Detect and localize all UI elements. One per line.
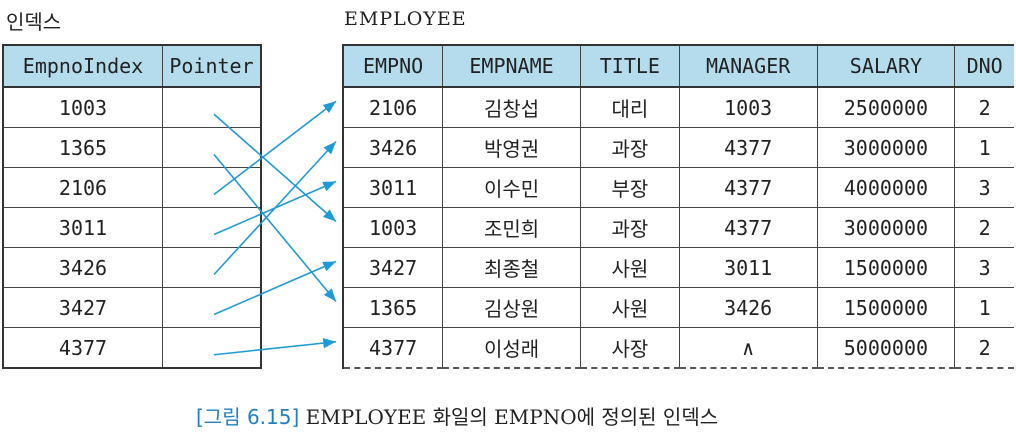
- emp-cell-title: 과장: [579, 207, 680, 248]
- emp-cell-empno: 1365: [342, 287, 444, 328]
- emp-row: 2106 김창섭 대리 1003 2500000 2: [342, 87, 1014, 128]
- emp-cell-dno: 1: [954, 287, 1014, 328]
- index-key: 3426: [2, 247, 163, 288]
- pointer-arrow: [213, 140, 337, 276]
- index-pointer-cell: [162, 327, 262, 369]
- emp-cell-salary: 3000000: [816, 127, 956, 168]
- pointer-arrow: [213, 153, 337, 303]
- emp-row: 1365 김상원 사원 3426 1500000 1: [342, 287, 1014, 328]
- emp-cell-salary: 2500000: [816, 87, 956, 128]
- emp-cell-title: 부장: [579, 167, 680, 208]
- emp-row: 3426 박영권 과장 4377 3000000 1: [342, 127, 1014, 168]
- employee-table: EMPNO EMPNAME TITLE MANAGER SALARY DNO 2…: [342, 44, 1014, 369]
- index-header-empnoindex: EmpnoIndex: [2, 44, 163, 88]
- emp-cell-empno: 3427: [342, 247, 444, 288]
- emp-cell-manager: 4377: [678, 127, 818, 168]
- emp-cell-title: 대리: [579, 87, 680, 128]
- emp-header-salary: SALARY: [816, 44, 956, 88]
- emp-cell-empname: 김창섭: [442, 87, 581, 128]
- figure-caption: [그림 6.15] EMPLOYEE 화일의 EMPNO에 정의된 인덱스: [196, 401, 718, 430]
- emp-header-empname: EMPNAME: [442, 44, 581, 88]
- index-pointer-cell: [162, 247, 262, 288]
- emp-header-empno: EMPNO: [342, 44, 444, 88]
- emp-cell-empno: 3011: [342, 167, 444, 208]
- index-key: 3427: [2, 287, 163, 328]
- pointer-arrow: [213, 338, 337, 356]
- emp-cell-salary: 1500000: [816, 287, 956, 328]
- emp-header-dno: DNO: [954, 44, 1014, 88]
- emp-cell-dno: 1: [954, 127, 1014, 168]
- emp-cell-dno: 2: [954, 327, 1014, 369]
- emp-cell-salary: 3000000: [816, 207, 956, 248]
- emp-cell-empno: 3426: [342, 127, 444, 168]
- emp-cell-manager: 4377: [678, 167, 818, 208]
- emp-header-manager: MANAGER: [678, 44, 818, 88]
- emp-cell-empname: 이성래: [442, 327, 581, 369]
- index-table: EmpnoIndex Pointer 1003 1365 2106 3011 3…: [2, 44, 262, 369]
- index-key: 4377: [2, 327, 163, 369]
- caption-text: EMPLOYEE 화일의 EMPNO에 정의된 인덱스: [305, 405, 719, 429]
- emp-row: 3011 이수민 부장 4377 4000000 3: [342, 167, 1014, 208]
- emp-row: 1003 조민희 과장 4377 3000000 2: [342, 207, 1014, 248]
- emp-cell-manager: 4377: [678, 207, 818, 248]
- index-row: 4377: [2, 327, 262, 369]
- emp-cell-salary: 4000000: [816, 167, 956, 208]
- index-title: 인덱스: [6, 10, 62, 34]
- emp-cell-salary: 1500000: [816, 247, 956, 288]
- emp-cell-empno: 2106: [342, 87, 444, 128]
- pointer-arrow: [213, 260, 337, 316]
- index-row: 3427: [2, 287, 262, 328]
- caption-figure-number: [그림 6.15]: [196, 405, 300, 429]
- emp-cell-title: 과장: [579, 127, 680, 168]
- emp-cell-empname: 이수민: [442, 167, 581, 208]
- emp-cell-dno: 2: [954, 87, 1014, 128]
- emp-cell-dno: 3: [954, 247, 1014, 288]
- emp-cell-title: 사원: [579, 247, 680, 288]
- employee-title: EMPLOYEE: [344, 8, 467, 30]
- pointer-arrow: [213, 113, 337, 223]
- emp-cell-empno: 1003: [342, 207, 444, 248]
- emp-cell-empno: 4377: [342, 327, 444, 369]
- emp-row: 3427 최종철 사원 3011 1500000 3: [342, 247, 1014, 288]
- emp-cell-empname: 최종철: [442, 247, 581, 288]
- index-pointer-cell: [162, 287, 262, 328]
- emp-cell-title: 사원: [579, 287, 680, 328]
- emp-row: 4377 이성래 사장 ∧ 5000000 2: [342, 327, 1014, 369]
- emp-cell-manager: 3426: [678, 287, 818, 328]
- emp-cell-manager: 3011: [678, 247, 818, 288]
- emp-cell-title: 사장: [579, 327, 680, 369]
- emp-cell-empname: 조민희: [442, 207, 581, 248]
- emp-cell-salary: 5000000: [816, 327, 956, 369]
- index-row: 3426: [2, 247, 262, 288]
- pointer-arrow: [213, 100, 337, 196]
- emp-cell-dno: 3: [954, 167, 1014, 208]
- emp-cell-manager: ∧: [678, 327, 818, 369]
- index-pointer-cell: [162, 167, 262, 208]
- emp-cell-manager: 1003: [678, 87, 818, 128]
- index-pointer-cell: [162, 127, 262, 168]
- emp-header-title: TITLE: [579, 44, 680, 88]
- emp-cell-empname: 김상원: [442, 287, 581, 328]
- emp-cell-empname: 박영권: [442, 127, 581, 168]
- emp-cell-dno: 2: [954, 207, 1014, 248]
- index-header-pointer: Pointer: [162, 44, 262, 88]
